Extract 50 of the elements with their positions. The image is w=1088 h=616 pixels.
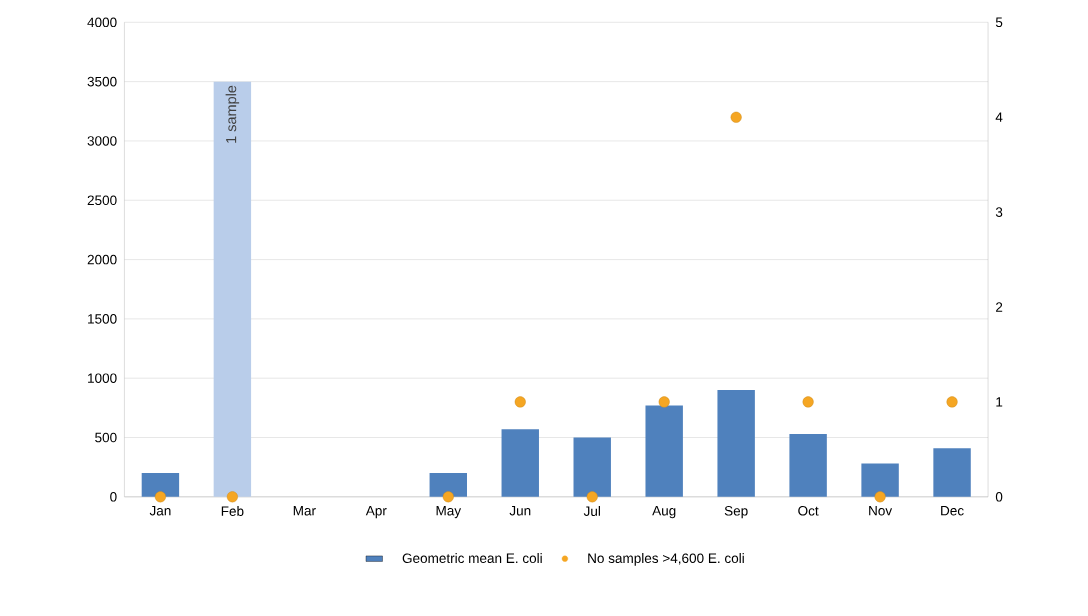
bar	[717, 389, 755, 497]
x-tick-label: Sep	[724, 505, 748, 519]
y-tick-label: 3000	[87, 136, 117, 146]
bar	[789, 433, 827, 497]
x-tick-label: Jan	[149, 505, 171, 516]
point	[730, 111, 742, 123]
point	[514, 396, 526, 408]
y-tick-label: 500	[95, 432, 117, 443]
y2-tick-label: 0	[995, 491, 1003, 502]
y-tick-label: 4000	[87, 17, 117, 28]
bar	[933, 448, 971, 497]
x-tick-label: Apr	[365, 505, 387, 519]
point	[802, 396, 814, 408]
point	[586, 491, 598, 503]
x-tick-label: Dec	[941, 505, 964, 516]
bar	[501, 429, 539, 497]
y2-tick-label: 4	[995, 112, 1003, 122]
legend-label: No samples >4,600 E. coli	[588, 552, 744, 566]
point	[874, 491, 886, 503]
y-tick-label: 1500	[88, 314, 117, 324]
bar	[141, 473, 180, 497]
bar	[213, 81, 252, 497]
x-tick-label: Jul	[583, 505, 600, 516]
y-tick-label: 1000	[88, 373, 117, 383]
point	[226, 491, 238, 503]
bar	[861, 463, 899, 497]
x-tick-label: Aug	[652, 505, 676, 519]
bar	[429, 473, 467, 497]
y-tick-label: 2500	[87, 195, 117, 205]
x-tick-label: Nov	[869, 505, 893, 516]
x-tick-label: Oct	[798, 505, 819, 516]
point	[946, 396, 958, 408]
x-tick-label: Feb	[221, 505, 244, 516]
y-tick-label: 3500	[87, 76, 117, 87]
bar	[645, 405, 683, 497]
x-tick-label: May	[436, 505, 462, 519]
y2-tick-label: 3	[995, 207, 1003, 217]
point	[154, 491, 166, 503]
y-tick-label: 2000	[87, 254, 117, 265]
y2-tick-label: 2	[996, 302, 1003, 312]
legend-label: Geometric mean E. coli	[402, 552, 542, 563]
x-tick-label: Mar	[293, 505, 316, 516]
point	[442, 491, 454, 503]
point	[658, 396, 670, 408]
x-tick-label: Jun	[509, 505, 531, 516]
annotation: 1 sample	[225, 85, 240, 143]
bar	[573, 437, 611, 497]
y2-tick-label: 1	[996, 397, 1003, 407]
y2-tick-label: 5	[995, 17, 1003, 27]
y-tick-label: 0	[110, 491, 117, 502]
